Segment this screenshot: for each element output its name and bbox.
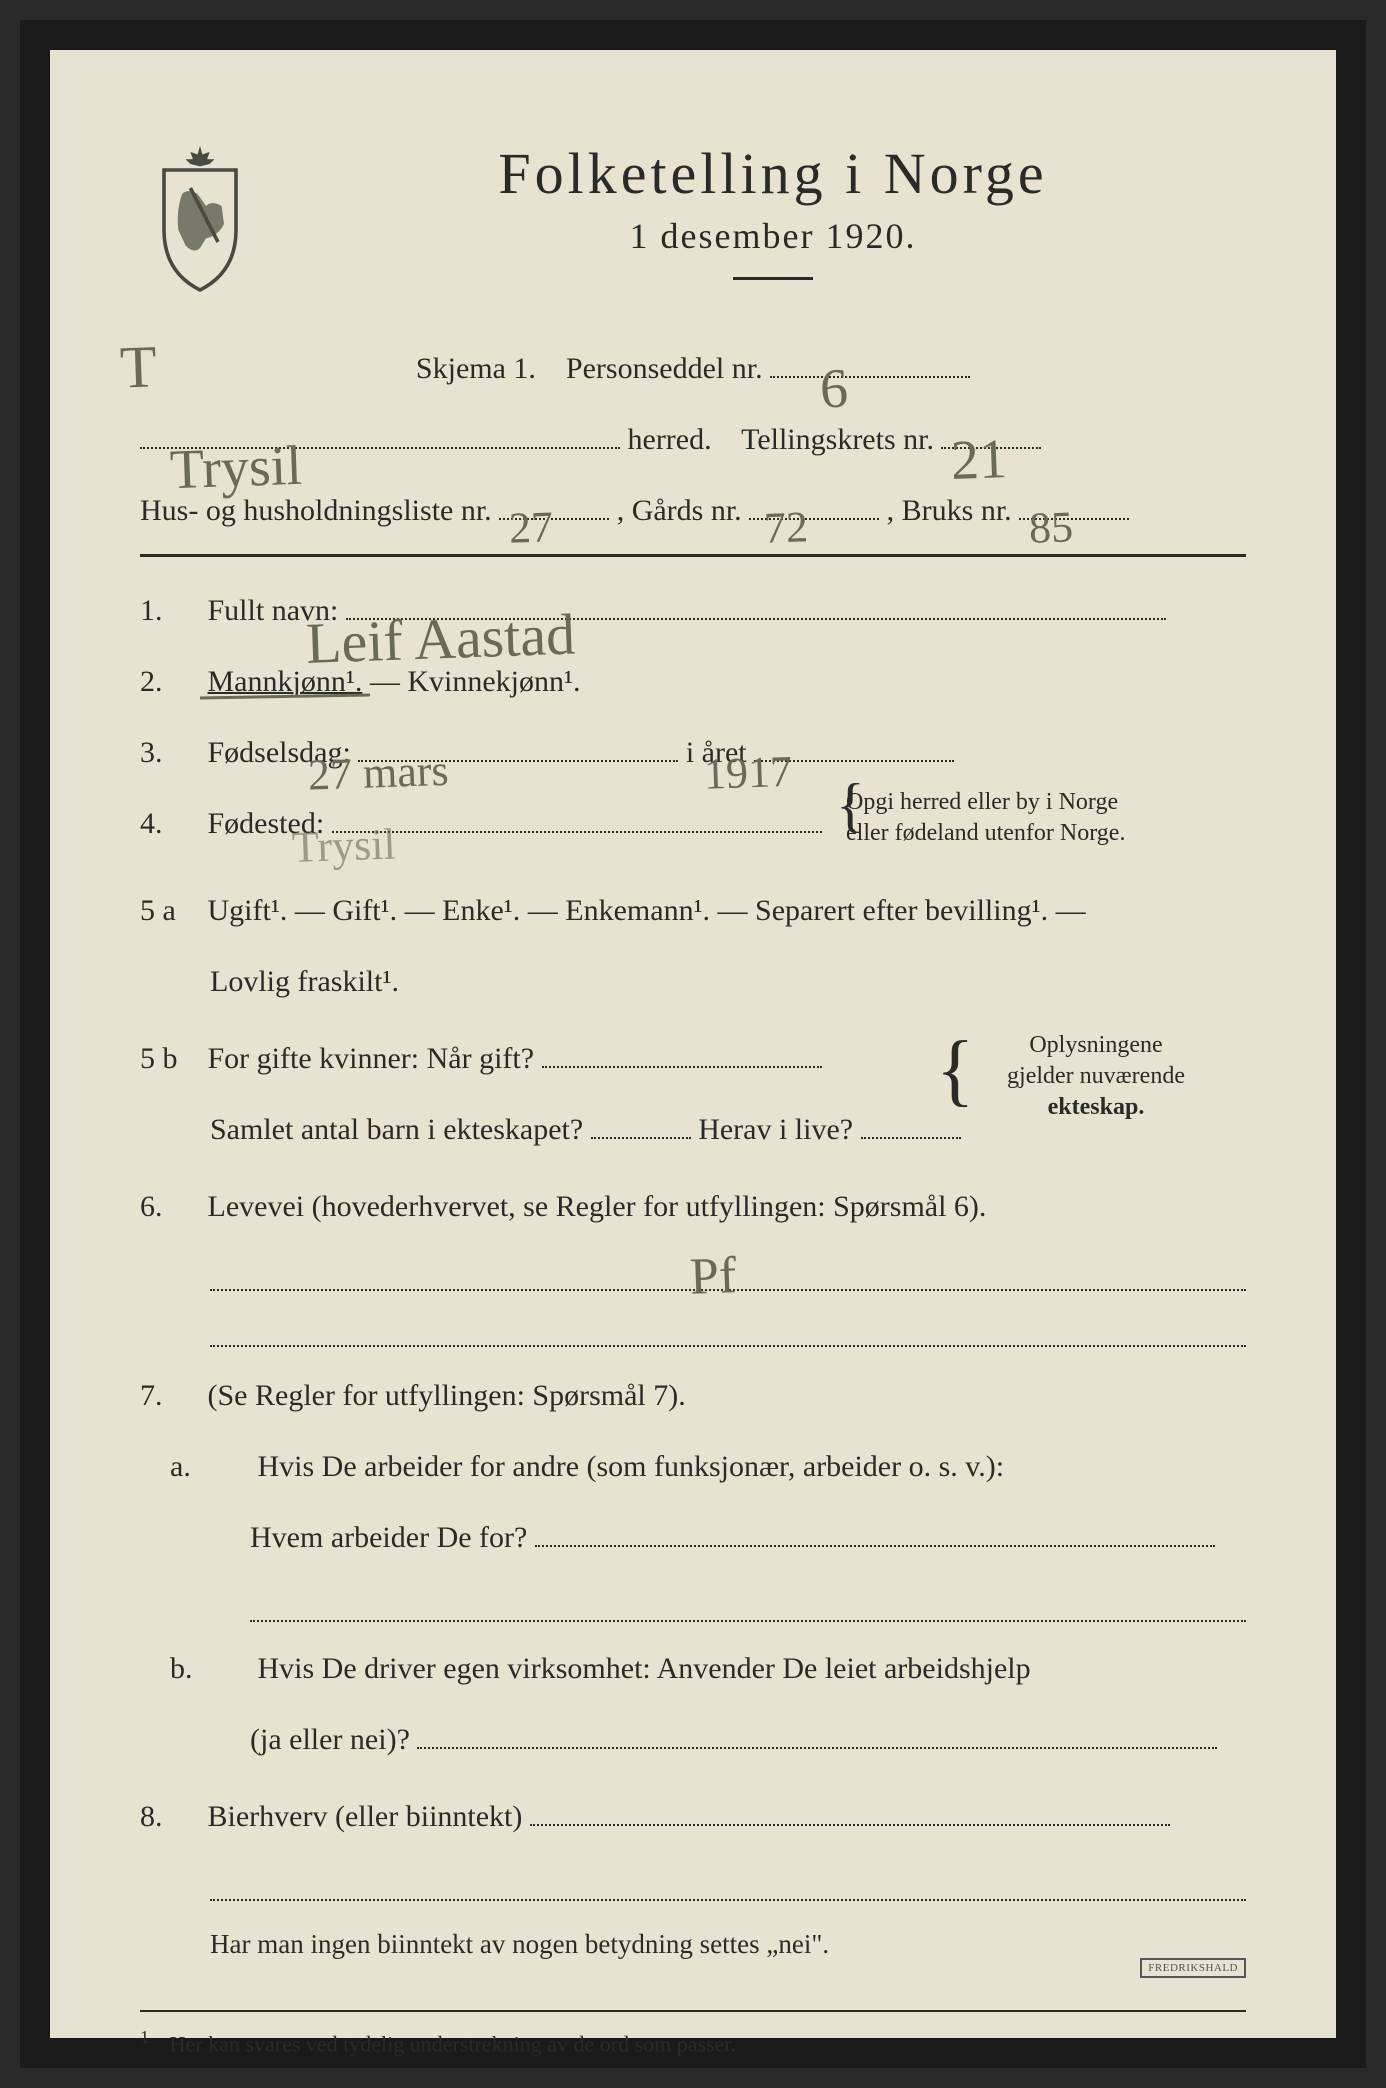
q5b-note-l2: gjelder nuværende (1016, 1061, 1246, 1092)
q7-num: 7. (140, 1367, 200, 1424)
hw-herred-first-letter: T (118, 309, 159, 424)
footnote-text: Her kan svares ved tydelig understreknin… (170, 2032, 736, 2057)
q6-num: 6. (140, 1178, 200, 1235)
label-bruks: , Bruks nr. (887, 494, 1012, 527)
q7b-text2: (ja eller nei)? (250, 1723, 410, 1756)
subtitle: 1 desember 1920. (300, 215, 1246, 257)
q4-note-l2: eller fødeland utenfor Norge. (916, 818, 1246, 849)
q8-note: Har man ingen biinntekt av nogen betydni… (210, 1929, 829, 1959)
q8-label: Bierhverv (eller biinntekt) (208, 1800, 523, 1833)
coat-of-arms-icon (140, 140, 260, 290)
q5b-label-c: Herav i live? (698, 1113, 853, 1146)
label-personseddel: Personseddel nr. (566, 352, 763, 385)
q6-value: Pf (688, 1227, 738, 1327)
q3-num: 3. (140, 724, 200, 781)
q5a-num: 5 a (140, 882, 200, 939)
q5b-note-l1: Oplysningene (1016, 1030, 1246, 1061)
footnote-divider (140, 2010, 1246, 2012)
q7a-text2: Hvem arbeider De for? (250, 1521, 527, 1554)
section-divider (140, 554, 1246, 557)
q5b-num: 5 b (140, 1030, 200, 1087)
q4-value: Trysil (360, 802, 396, 887)
q5b-label-a: For gifte kvinner: Når gift? (208, 1042, 535, 1075)
label-gards: , Gårds nr. (617, 494, 742, 527)
q6-label: Levevei (hovederhvervet, se Regler for u… (208, 1190, 987, 1223)
q2-kvinne: Kvinnekjønn¹. (407, 665, 580, 698)
value-gards-nr: 72 (763, 485, 810, 570)
q2-num: 2. (140, 653, 200, 710)
q4-num: 4. (140, 795, 200, 852)
q7a-text: Hvis De arbeider for andre (som funksjon… (258, 1450, 1005, 1483)
main-title: Folketelling i Norge (300, 140, 1246, 207)
q7a-num: a. (210, 1438, 250, 1495)
label-herred: herred. (628, 423, 712, 456)
q8-num: 8. (140, 1788, 200, 1845)
q5a-options: Ugift¹. — Gift¹. — Enke¹. — Enkemann¹. —… (208, 894, 1086, 927)
value-hus-nr: 27 (508, 485, 555, 570)
q1-num: 1. (140, 582, 200, 639)
footnote-sup: 1 (140, 2027, 149, 2047)
value-bruks-nr: 85 (1028, 485, 1075, 570)
q2-dash: — (370, 665, 408, 698)
label-skjema: Skjema 1. (416, 352, 536, 385)
q7b-text: Hvis De driver egen virksomhet: Anvender… (258, 1652, 1031, 1685)
q5a-cont: Lovlig fraskilt¹. (210, 965, 399, 998)
q7b-num: b. (210, 1640, 250, 1697)
title-divider (733, 277, 813, 280)
q5b-label-b: Samlet antal barn i ekteskapet? (210, 1113, 583, 1146)
q7-label: (Se Regler for utfyllingen: Spørsmål 7). (208, 1379, 686, 1412)
label-tellingskrets: Tellingskrets nr. (741, 423, 934, 456)
printer-stamp: FREDRIKSHALD (1140, 1958, 1246, 1978)
q4-note-l1: Opgi herred eller by i Norge (916, 787, 1246, 818)
label-hus: Hus- og husholdningsliste nr. (140, 494, 492, 527)
